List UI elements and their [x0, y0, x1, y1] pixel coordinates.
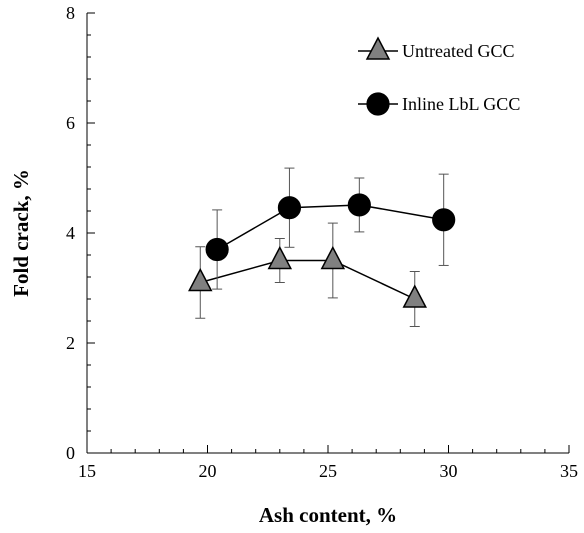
legend-marker: [366, 92, 390, 116]
legend-label: Inline LbL GCC: [402, 94, 520, 114]
x-tick-label: 15: [78, 461, 96, 481]
series-0: [188, 222, 427, 327]
y-tick-label: 2: [66, 333, 75, 353]
data-point: [320, 245, 346, 270]
data-point: [277, 196, 302, 220]
x-tick-label: 25: [319, 461, 337, 481]
x-axis-title: Ash content, %: [259, 503, 397, 527]
y-tick-label: 6: [66, 113, 75, 133]
x-tick-label: 20: [199, 461, 217, 481]
y-tick-label: 8: [66, 3, 75, 23]
series-1: [205, 167, 456, 290]
data-point: [188, 267, 213, 292]
tick-labels: 15 20 25 30 35 0 2 4 6 8: [66, 3, 578, 481]
series-layer: [188, 167, 456, 327]
legend-label: Untreated GCC: [402, 41, 514, 61]
y-axis-title: Fold crack, %: [9, 169, 33, 297]
y-tick-label: 4: [66, 223, 75, 243]
legend: Untreated GCC Inline LbL GCC: [358, 36, 520, 116]
data-point: [347, 193, 371, 217]
y-tick-label: 0: [66, 443, 75, 463]
x-tick-label: 30: [440, 461, 458, 481]
x-tick-label: 35: [560, 461, 578, 481]
data-point: [267, 245, 293, 270]
axis-ticks: [86, 12, 570, 454]
series-line: [216, 204, 444, 251]
data-point: [432, 208, 456, 232]
legend-marker: [365, 36, 391, 60]
data-point: [402, 284, 427, 308]
data-point: [205, 237, 229, 262]
series-line: [200, 259, 416, 300]
axes: [86, 13, 569, 454]
